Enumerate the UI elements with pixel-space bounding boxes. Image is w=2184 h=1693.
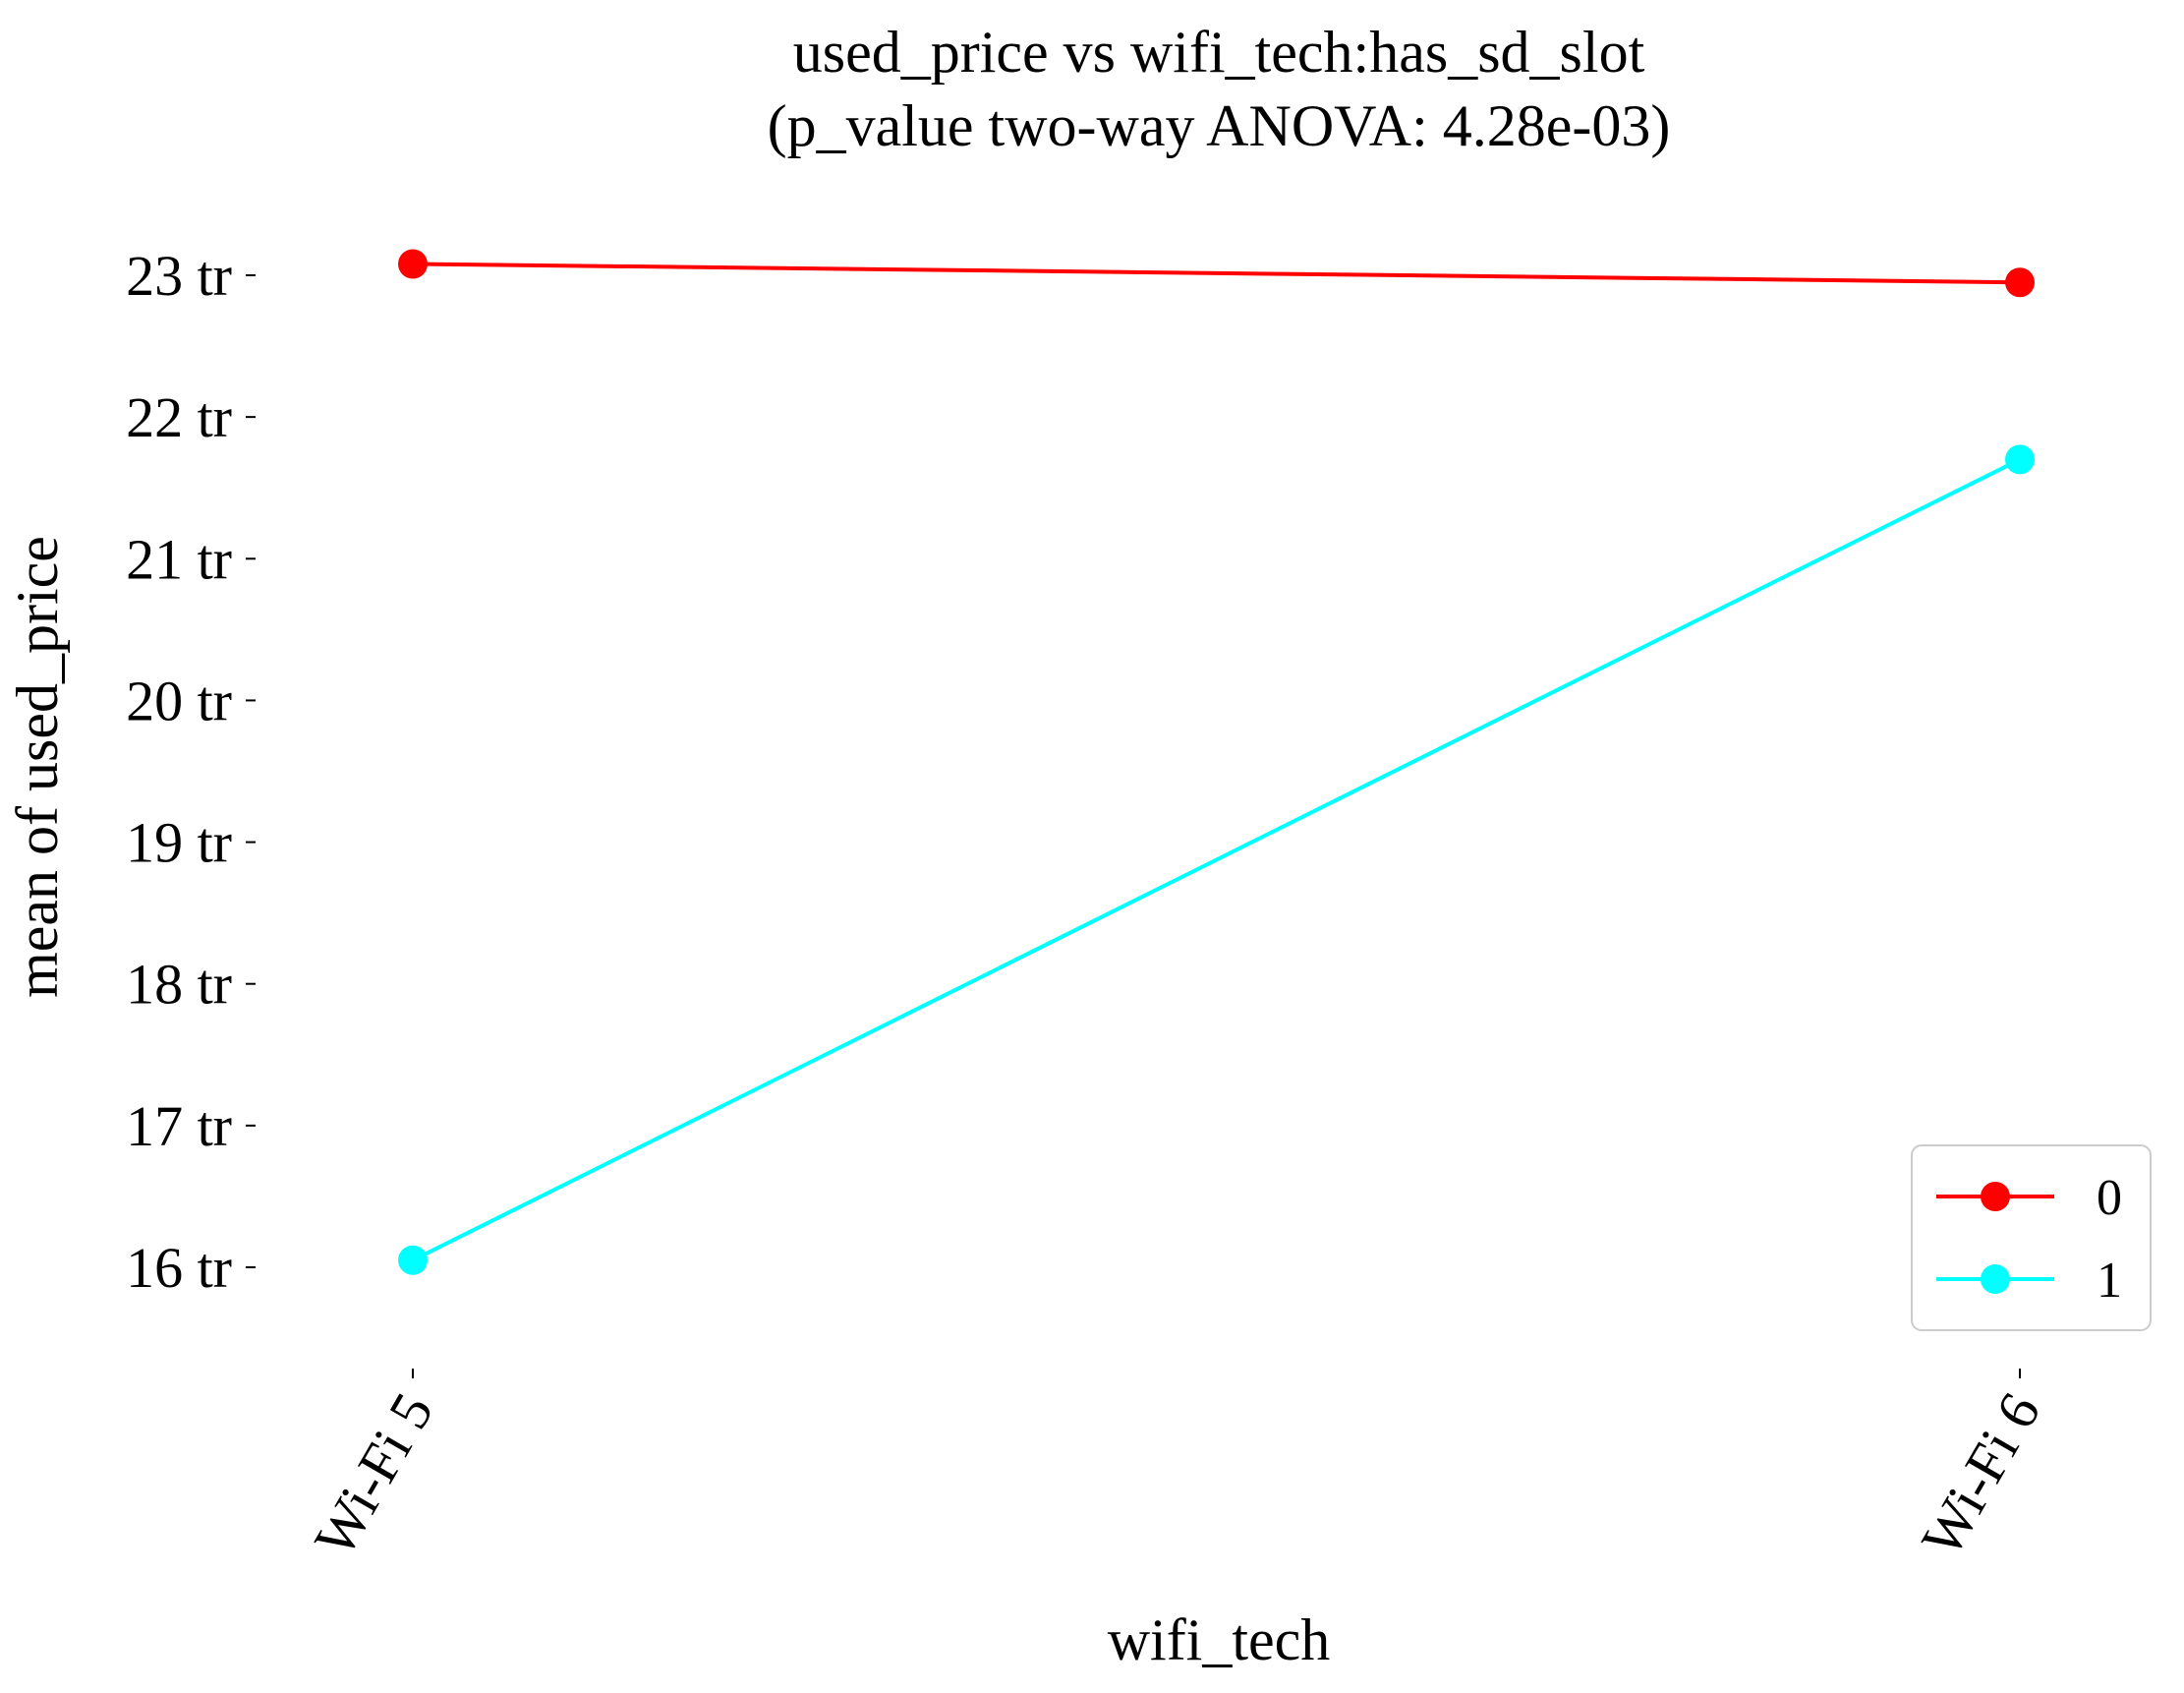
data-point-series-0-wi-fi-5 (398, 249, 428, 279)
y-tick-label: 20 tr (126, 669, 232, 732)
x-axis-label: wifi_tech (1108, 1607, 1331, 1672)
data-point-series-1-wi-fi-5 (398, 1245, 428, 1275)
chart-title: used_price vs wifi_tech:has_sd_slot (793, 20, 1645, 85)
y-tick-label: 23 tr (126, 244, 232, 308)
x-tick-label: Wi-Fi 5 (302, 1382, 445, 1567)
y-tick-label: 16 tr (126, 1236, 232, 1300)
y-tick-label: 18 tr (126, 953, 232, 1017)
y-axis-label: mean of used_price (5, 536, 70, 998)
y-tick-label: 22 tr (126, 385, 232, 449)
series-layer (398, 249, 2035, 1275)
series-line-0 (412, 262, 2021, 285)
y-tick-label: 17 tr (126, 1094, 232, 1158)
y-tick-label: 21 tr (126, 527, 232, 591)
data-point-series-1-wi-fi-6 (2005, 444, 2035, 475)
x-axis: Wi-Fi 5 Wi-Fi 6 (302, 1369, 2052, 1567)
legend-marker-1 (1981, 1264, 2010, 1294)
legend-item-1: 1 (1936, 1253, 2122, 1309)
y-tick-label: 19 tr (126, 811, 232, 875)
legend-label-0: 0 (2097, 1170, 2122, 1226)
chart-subtitle: (p_value two-way ANOVA: 4.28e-03) (768, 93, 1671, 158)
legend-marker-0 (1981, 1182, 2010, 1211)
data-point-series-0-wi-fi-6 (2005, 267, 2035, 298)
legend: 01 (1911, 1144, 2152, 1331)
series-line-1 (412, 457, 2021, 1262)
legend-box (1911, 1144, 2152, 1331)
legend-label-1: 1 (2097, 1253, 2122, 1309)
y-axis: 16 tr 17 tr 18 tr 19 tr 20 tr 21 tr 22 tr 23 tr (126, 244, 256, 1300)
legend-item-0: 0 (1936, 1170, 2122, 1226)
x-tick-label: Wi-Fi 6 (1909, 1382, 2052, 1567)
